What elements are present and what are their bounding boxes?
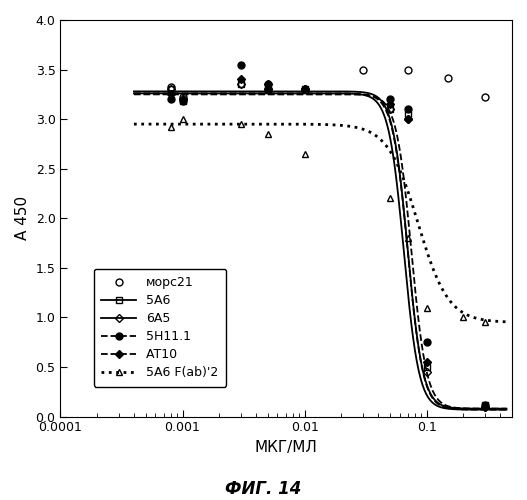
Y-axis label: А 450: А 450	[15, 196, 30, 240]
X-axis label: МКГ/МЛ: МКГ/МЛ	[255, 440, 318, 455]
Text: ФИГ. 14: ФИГ. 14	[226, 480, 301, 498]
Legend: моpc21, 5А6, 6А5, 5Н11.1, АТ10, 5А6 F(ab)'2: моpc21, 5А6, 6А5, 5Н11.1, АТ10, 5А6 F(ab…	[94, 268, 226, 386]
